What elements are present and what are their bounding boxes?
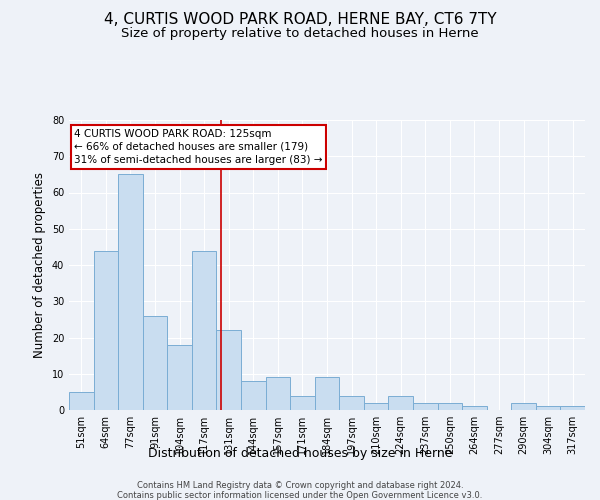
Bar [167, 345, 192, 410]
Bar [315, 378, 339, 410]
Text: 4, CURTIS WOOD PARK ROAD, HERNE BAY, CT6 7TY: 4, CURTIS WOOD PARK ROAD, HERNE BAY, CT6… [104, 12, 496, 28]
Text: Contains HM Land Registry data © Crown copyright and database right 2024.: Contains HM Land Registry data © Crown c… [137, 481, 463, 490]
Bar [266, 378, 290, 410]
Bar [536, 406, 560, 410]
Bar [560, 406, 585, 410]
Text: 4 CURTIS WOOD PARK ROAD: 125sqm
← 66% of detached houses are smaller (179)
31% o: 4 CURTIS WOOD PARK ROAD: 125sqm ← 66% of… [74, 128, 323, 165]
Text: Distribution of detached houses by size in Herne: Distribution of detached houses by size … [148, 448, 452, 460]
Bar [69, 392, 94, 410]
Bar [241, 381, 266, 410]
Bar [217, 330, 241, 410]
Bar [290, 396, 315, 410]
Bar [118, 174, 143, 410]
Y-axis label: Number of detached properties: Number of detached properties [33, 172, 46, 358]
Bar [413, 403, 437, 410]
Text: Size of property relative to detached houses in Herne: Size of property relative to detached ho… [121, 28, 479, 40]
Text: Contains public sector information licensed under the Open Government Licence v3: Contains public sector information licen… [118, 491, 482, 500]
Bar [364, 403, 388, 410]
Bar [192, 250, 217, 410]
Bar [511, 403, 536, 410]
Bar [437, 403, 462, 410]
Bar [339, 396, 364, 410]
Bar [94, 250, 118, 410]
Bar [143, 316, 167, 410]
Bar [388, 396, 413, 410]
Bar [462, 406, 487, 410]
